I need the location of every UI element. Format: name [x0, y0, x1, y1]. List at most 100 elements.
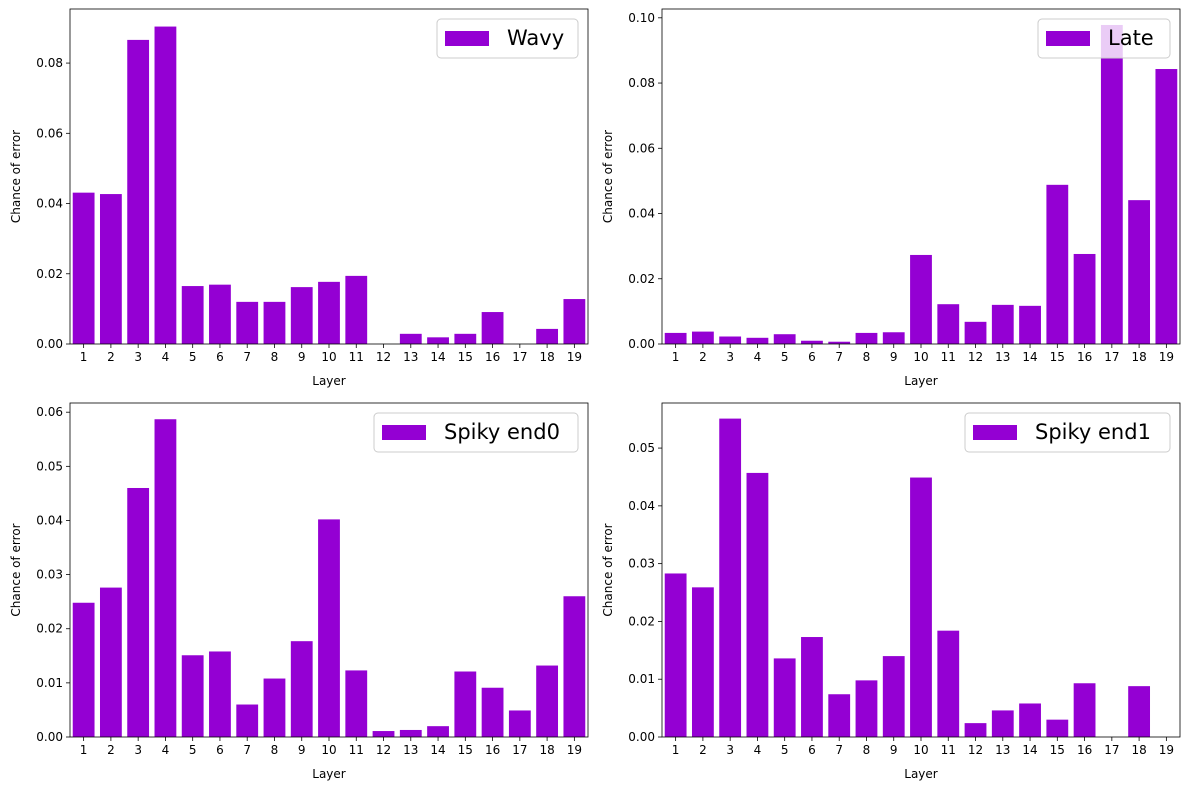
x-tick-label: 1	[80, 743, 88, 757]
bar-14	[427, 337, 449, 344]
x-tick-label: 19	[567, 350, 582, 364]
y-tick-label: 0.03	[628, 557, 655, 571]
x-tick-label: 18	[1131, 350, 1146, 364]
x-tick-label: 15	[458, 350, 473, 364]
axes-frame	[69, 402, 589, 738]
bar-19	[1155, 69, 1178, 345]
axes-frame	[661, 402, 1181, 738]
x-tick-label: 12	[376, 743, 391, 757]
x-tick-label: 18	[539, 743, 554, 757]
x-tick-label: 17	[512, 350, 527, 364]
y-tick-label: 0.02	[628, 614, 655, 628]
axes-frame	[69, 8, 589, 345]
bar-16	[481, 687, 504, 737]
x-axis-label: Layer	[904, 767, 938, 781]
x-tick-label: 9	[890, 350, 898, 364]
legend-label: Spiky end1	[1035, 420, 1151, 444]
y-tick-label: 0.08	[36, 56, 63, 70]
y-tick-label: 0.04	[628, 499, 655, 513]
bar-12	[964, 321, 987, 344]
x-tick-label: 7	[243, 743, 251, 757]
x-tick-label: 8	[863, 743, 871, 757]
bar-2	[99, 587, 122, 737]
x-tick-label: 7	[243, 350, 251, 364]
y-axis-label: Chance of error	[9, 523, 23, 616]
bar-4	[746, 472, 769, 737]
x-tick-label: 6	[216, 743, 224, 757]
x-tick-label: 11	[349, 743, 364, 757]
x-tick-label: 17	[1104, 350, 1119, 364]
chart-panel-3: 1 2 3 4 5 6 7 8 9 10 11 12 13 14 15 16 17 18 190.000.010.0…	[9, 402, 589, 781]
bar-15	[1046, 184, 1069, 344]
y-axis-label: Chance of error	[601, 130, 615, 223]
bar-9	[290, 641, 313, 737]
bar-18	[1128, 200, 1151, 344]
bar-12	[964, 723, 987, 737]
y-tick-label: 0.05	[36, 459, 63, 473]
bar-15	[1046, 719, 1069, 737]
x-tick-label: 10	[321, 743, 336, 757]
bar-13	[399, 333, 422, 344]
x-tick-label: 12	[968, 350, 983, 364]
x-tick-label: 2	[699, 350, 707, 364]
y-tick-label: 0.08	[628, 76, 655, 90]
x-tick-label: 14	[1022, 743, 1037, 757]
legend-swatch	[1046, 31, 1090, 46]
bar-7	[236, 301, 259, 344]
x-axis-label: Layer	[312, 374, 346, 388]
bar-1	[664, 332, 687, 344]
bar-4	[154, 419, 177, 737]
x-tick-label: 13	[995, 350, 1010, 364]
x-tick-label: 18	[1131, 743, 1146, 757]
bar-14	[427, 726, 449, 737]
x-tick-label: 19	[567, 743, 582, 757]
legend-box	[436, 18, 579, 59]
x-tick-label: 11	[941, 350, 956, 364]
chart-panel-2: 1 2 3 4 5 6 7 8 9 10 11 12 13 14 15 16 17 18 190.000.020.0…	[601, 8, 1181, 388]
bar-5	[181, 286, 204, 344]
y-tick-label: 0.02	[36, 622, 63, 636]
bar-13	[399, 729, 422, 737]
x-tick-label: 18	[539, 350, 554, 364]
y-tick-label: 0.06	[628, 141, 655, 155]
x-axis-label: Layer	[312, 767, 346, 781]
x-tick-label: 10	[913, 350, 928, 364]
x-tick-label: 3	[726, 350, 734, 364]
y-tick-label: 0.00	[628, 337, 655, 351]
x-tick-label: 1	[672, 350, 680, 364]
x-axis-label: Layer	[904, 374, 938, 388]
x-tick-label: 3	[134, 350, 142, 364]
bar-13	[991, 304, 1014, 344]
x-tick-label: 5	[189, 350, 197, 364]
legend-label: Late	[1108, 26, 1154, 50]
x-tick-label: 8	[863, 350, 871, 364]
x-tick-label: 3	[134, 743, 142, 757]
x-tick-label: 5	[189, 743, 197, 757]
x-tick-label: 4	[162, 350, 170, 364]
x-tick-label: 2	[107, 350, 115, 364]
x-tick-label: 1	[80, 350, 88, 364]
y-tick-label: 0.02	[628, 272, 655, 286]
legend-swatch	[973, 425, 1017, 440]
x-tick-label: 4	[754, 743, 762, 757]
x-tick-label: 16	[1077, 350, 1092, 364]
x-tick-label: 10	[913, 743, 928, 757]
bar-16	[481, 312, 504, 344]
bar-14	[1019, 703, 1041, 737]
x-tick-label: 13	[403, 350, 418, 364]
x-tick-label: 16	[485, 743, 500, 757]
bar-10	[910, 477, 932, 737]
bar-2	[691, 587, 714, 737]
x-tick-label: 2	[107, 743, 115, 757]
x-tick-label: 9	[298, 350, 306, 364]
bar-19	[563, 299, 586, 344]
axes-frame	[661, 8, 1181, 345]
legend-box	[964, 412, 1171, 453]
bar-3	[719, 336, 742, 344]
y-tick-label: 0.03	[36, 568, 63, 582]
bar-5	[773, 658, 796, 737]
chart-panel-4: 1 2 3 4 5 6 7 8 9 10 11 12 13 14 15 16 17 18 190.000.010.0…	[601, 402, 1181, 781]
bar-3	[719, 418, 742, 737]
bar-6	[209, 651, 231, 737]
x-tick-label: 6	[808, 350, 816, 364]
